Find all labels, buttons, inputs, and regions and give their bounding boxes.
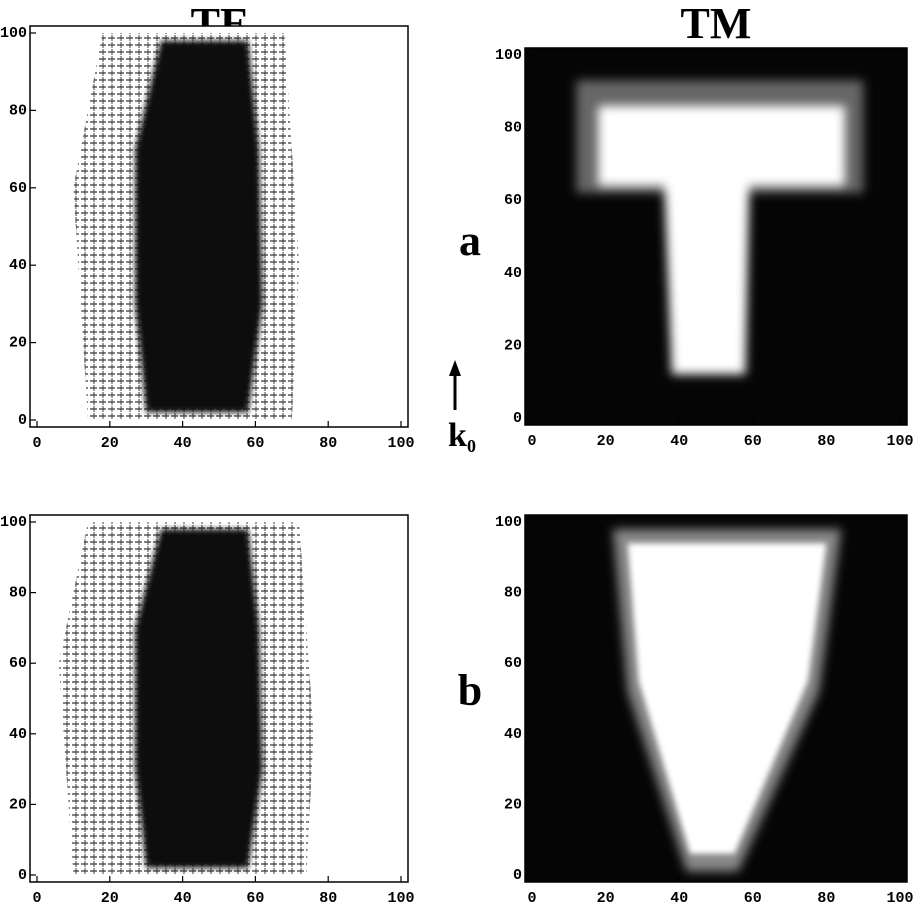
field-image bbox=[525, 48, 907, 425]
field-core bbox=[135, 40, 263, 413]
y-tick-label: 40 bbox=[9, 726, 27, 743]
x-tick-label: 80 bbox=[817, 433, 835, 450]
y-tick-label: 20 bbox=[504, 337, 522, 354]
field-blob bbox=[627, 543, 827, 854]
y-tick-label: 40 bbox=[504, 726, 522, 743]
panel-frame bbox=[29, 514, 409, 883]
x-tick-label: 60 bbox=[744, 433, 762, 450]
panel: 0 20 40 60 80 100 0 20 40 60 80 100 bbox=[495, 514, 914, 907]
y-tick-label: 0 bbox=[513, 410, 522, 427]
x-tick-label: 100 bbox=[387, 890, 414, 907]
panel-frame bbox=[29, 25, 409, 428]
y-tick-label: 100 bbox=[0, 25, 27, 42]
x-tick-label: 80 bbox=[319, 435, 337, 452]
x-tick-label: 40 bbox=[670, 890, 688, 907]
x-tick-label: 40 bbox=[174, 435, 192, 452]
y-tick-label: 100 bbox=[495, 514, 522, 531]
x-tick-label: 0 bbox=[527, 890, 536, 907]
field-image bbox=[30, 26, 408, 427]
x-tick-label: 20 bbox=[101, 435, 119, 452]
y-tick-label: 60 bbox=[504, 192, 522, 209]
arrow-label-k: k bbox=[448, 417, 467, 454]
y-tick-label: 40 bbox=[504, 265, 522, 282]
x-tick-label: 40 bbox=[670, 433, 688, 450]
arrow-label: k0 bbox=[448, 417, 476, 456]
y-tick-label: 40 bbox=[9, 257, 27, 274]
y-tick-label: 60 bbox=[9, 655, 27, 672]
y-tick-label: 80 bbox=[504, 120, 522, 137]
panel: 0 20 40 60 80 100 0 20 40 60 80 100 bbox=[495, 47, 914, 450]
y-tick-label: 0 bbox=[18, 412, 27, 429]
y-tick-label: 100 bbox=[495, 47, 522, 64]
y-tick-label: 0 bbox=[513, 867, 522, 884]
y-tick-label: 60 bbox=[9, 180, 27, 197]
x-tick-label: 80 bbox=[817, 890, 835, 907]
y-tick-label: 20 bbox=[9, 796, 27, 813]
x-tick-label: 20 bbox=[597, 890, 615, 907]
x-tick-label: 100 bbox=[886, 433, 913, 450]
y-tick-label: 60 bbox=[504, 655, 522, 672]
x-tick-label: 0 bbox=[32, 890, 41, 907]
field-image bbox=[30, 515, 408, 882]
field-t bbox=[598, 105, 845, 375]
field-image bbox=[525, 515, 907, 882]
row-label: b bbox=[458, 666, 482, 715]
panel: 0 20 40 60 80 100 0 20 40 60 80 100 bbox=[0, 25, 415, 452]
x-tick-label: 0 bbox=[32, 435, 41, 452]
y-tick-label: 80 bbox=[9, 102, 27, 119]
x-tick-label: 100 bbox=[387, 435, 414, 452]
panel-frame bbox=[524, 47, 908, 426]
column-title: TM bbox=[681, 0, 752, 48]
y-tick-label: 80 bbox=[9, 585, 27, 602]
arrow-head bbox=[449, 360, 461, 376]
x-tick-label: 80 bbox=[319, 890, 337, 907]
y-tick-label: 100 bbox=[0, 514, 27, 531]
x-tick-label: 60 bbox=[246, 890, 264, 907]
panel-frame bbox=[524, 514, 908, 883]
arrow-label-sub: 0 bbox=[467, 436, 476, 456]
panel: 0 20 40 60 80 100 0 20 40 60 80 100 bbox=[0, 514, 415, 907]
y-tick-label: 80 bbox=[504, 585, 522, 602]
y-tick-label: 20 bbox=[504, 796, 522, 813]
x-tick-label: 100 bbox=[886, 890, 913, 907]
y-tick-label: 0 bbox=[18, 867, 27, 884]
x-tick-label: 20 bbox=[597, 433, 615, 450]
x-tick-label: 40 bbox=[174, 890, 192, 907]
row-label: a bbox=[459, 216, 481, 265]
x-tick-label: 60 bbox=[744, 890, 762, 907]
field-core bbox=[135, 529, 263, 868]
x-tick-label: 20 bbox=[101, 890, 119, 907]
x-tick-label: 0 bbox=[527, 433, 536, 450]
x-tick-label: 60 bbox=[246, 435, 264, 452]
y-tick-label: 20 bbox=[9, 335, 27, 352]
